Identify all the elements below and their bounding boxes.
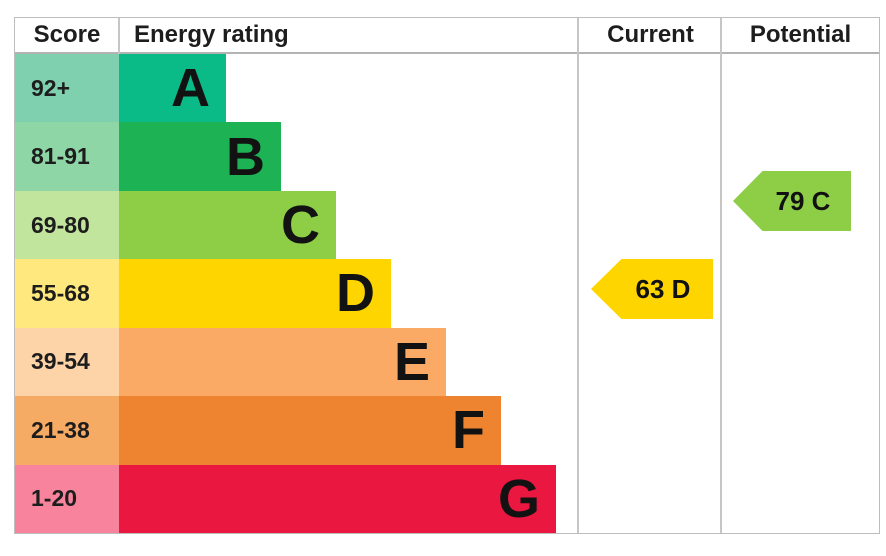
band-bar-d: D [119, 259, 391, 328]
band-row-g: 1-20 G [15, 464, 879, 533]
header-current: Current [607, 21, 694, 48]
divider-rating-current [577, 18, 579, 533]
score-range-g: 1-20 [15, 464, 119, 533]
band-row-e: 39-54 E [15, 327, 879, 397]
band-bar-b: B [119, 122, 281, 191]
band-bar-g: G [119, 464, 556, 533]
potential-rating-arrow: 79 C [733, 171, 851, 231]
score-range-b: 81-91 [15, 122, 119, 191]
band-bar-f: F [119, 396, 501, 465]
header-score: Score [33, 21, 101, 48]
header-potential: Potential [749, 21, 852, 48]
divider-current-potential [720, 18, 722, 533]
divider-score-rating [118, 18, 120, 54]
band-row-a: 92+ A [15, 54, 879, 123]
current-rating-label: 63 D [635, 273, 691, 304]
band-row-d: 55-68 D [15, 259, 879, 328]
band-bar-c: C [119, 190, 336, 260]
score-range-f: 21-38 [15, 396, 119, 465]
band-row-b: 81-91 B [15, 122, 879, 191]
score-range-d: 55-68 [15, 259, 119, 328]
band-bar-a: A [119, 54, 226, 123]
band-row-f: 21-38 F [15, 396, 879, 465]
potential-rating-label: 79 C [775, 185, 831, 216]
score-range-c: 69-80 [15, 190, 119, 260]
epc-rating-chart: Score Energy rating Current Potential 92… [14, 17, 880, 534]
band-row-c: 69-80 C [15, 190, 879, 260]
score-range-a: 92+ [15, 54, 119, 123]
band-bar-e: E [119, 327, 446, 397]
chart-header-row: Score Energy rating Current Potential [15, 18, 879, 54]
energy-bands: 92+ A 81-91 B 69-80 C 55-68 D 39-54 E 21-38 F 1-20 G [15, 54, 879, 533]
header-energy-rating: Energy rating [134, 21, 289, 48]
score-range-e: 39-54 [15, 327, 119, 397]
